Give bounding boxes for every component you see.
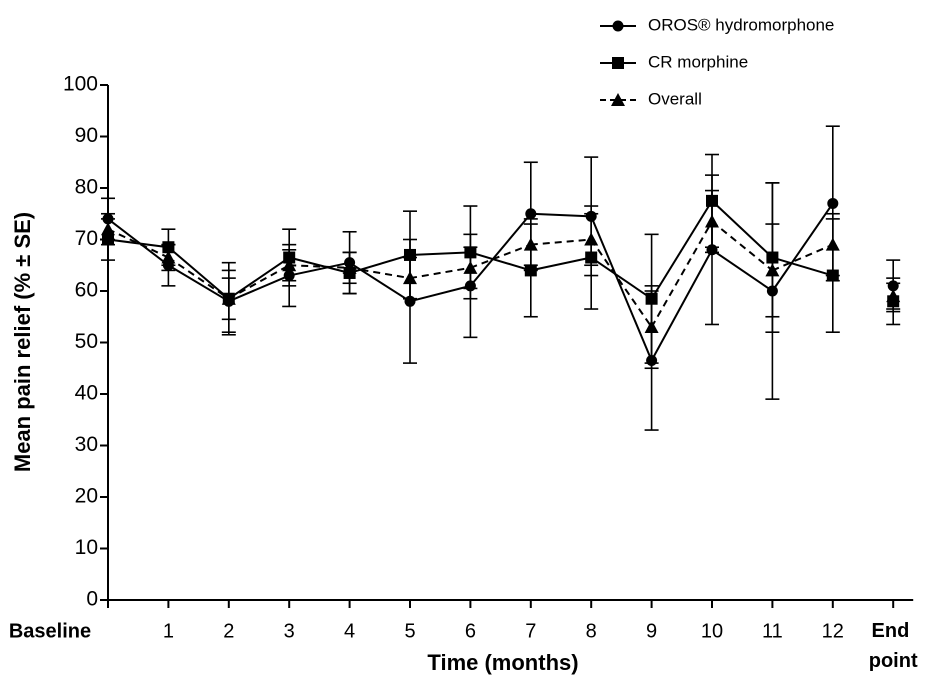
marker — [705, 214, 719, 228]
series-segment — [349, 266, 411, 280]
x-tick-label: 2 — [223, 620, 234, 642]
series-segment — [228, 256, 290, 300]
series-segment — [711, 200, 774, 259]
legend-label: CR morphine — [648, 52, 748, 71]
x-tick-label: 6 — [465, 620, 476, 642]
y-tick-label: 30 — [75, 433, 98, 456]
series-segment — [650, 200, 713, 300]
y-tick-label: 0 — [86, 588, 98, 611]
series-segment — [772, 256, 834, 277]
x-tick-label: 1 — [163, 620, 174, 642]
marker — [463, 260, 478, 274]
series-segment — [530, 256, 592, 272]
series-segment — [650, 220, 713, 328]
y-tick-label: 80 — [75, 176, 98, 199]
y-tick-label: 20 — [75, 485, 98, 508]
series-segment — [530, 212, 592, 218]
series-segment — [469, 213, 532, 287]
marker — [584, 232, 599, 246]
x-tick-label: 12 — [822, 620, 844, 642]
series-segment — [107, 238, 169, 249]
x-tick-label: 4 — [344, 620, 355, 642]
x-tick-label: 5 — [404, 620, 415, 642]
legend-label: OROS® hydromorphone — [648, 15, 834, 34]
series-segment — [167, 264, 230, 303]
y-tick-label: 10 — [75, 536, 98, 559]
marker — [161, 250, 176, 264]
marker — [282, 258, 297, 272]
series-segment — [771, 202, 834, 292]
x-tick-label: End point — [869, 620, 918, 672]
marker — [827, 197, 839, 209]
marker — [611, 93, 625, 106]
x-tick-label: 10 — [701, 620, 723, 642]
x-tick-label: 9 — [646, 620, 657, 642]
series-segment — [288, 256, 350, 274]
series-segment — [711, 248, 773, 292]
series-segment — [470, 243, 532, 269]
series-segment — [349, 253, 411, 274]
x-tick-label: 11 — [762, 620, 783, 642]
marker — [342, 260, 357, 274]
y-tick-label: 100 — [63, 73, 98, 96]
series-segment — [409, 284, 471, 303]
series-segment — [167, 256, 230, 300]
series-segment — [590, 256, 653, 300]
y-tick-label: 40 — [75, 382, 98, 405]
marker — [612, 57, 624, 69]
y-tick-label: 70 — [75, 227, 98, 250]
marker — [825, 237, 840, 251]
series-segment — [289, 264, 350, 269]
series-segment — [107, 218, 170, 267]
y-tick-label: 50 — [75, 330, 98, 353]
x-tick-label: 8 — [586, 620, 597, 642]
series-segment — [470, 251, 532, 272]
series-segment — [711, 220, 774, 272]
y-tick-label: 90 — [75, 124, 98, 147]
series-segment — [349, 261, 411, 303]
x-axis-label: Time (months) — [427, 650, 578, 675]
x-tick-label: Baseline — [9, 620, 91, 642]
series-segment — [590, 238, 653, 328]
series-segment — [288, 261, 350, 277]
marker — [523, 237, 538, 251]
series-segment — [590, 215, 653, 361]
series-segment — [409, 251, 471, 256]
series-segment — [409, 266, 471, 280]
marker — [525, 208, 537, 220]
series-segment — [772, 243, 834, 272]
legend-label: Overall — [648, 89, 702, 108]
marker — [765, 263, 780, 277]
y-axis-label: Mean pain relief (% ± SE) — [10, 212, 35, 472]
marker — [612, 20, 624, 32]
marker — [403, 271, 417, 285]
series-segment — [228, 274, 290, 303]
x-tick-label: 3 — [284, 620, 295, 642]
marker — [221, 291, 236, 305]
marker — [101, 222, 115, 236]
marker — [644, 320, 659, 334]
marker — [886, 289, 901, 303]
y-tick-label: 60 — [75, 279, 98, 302]
series-segment — [530, 238, 592, 246]
series-segment — [650, 249, 713, 362]
series-segment — [167, 246, 230, 300]
x-tick-label: 7 — [525, 620, 536, 642]
